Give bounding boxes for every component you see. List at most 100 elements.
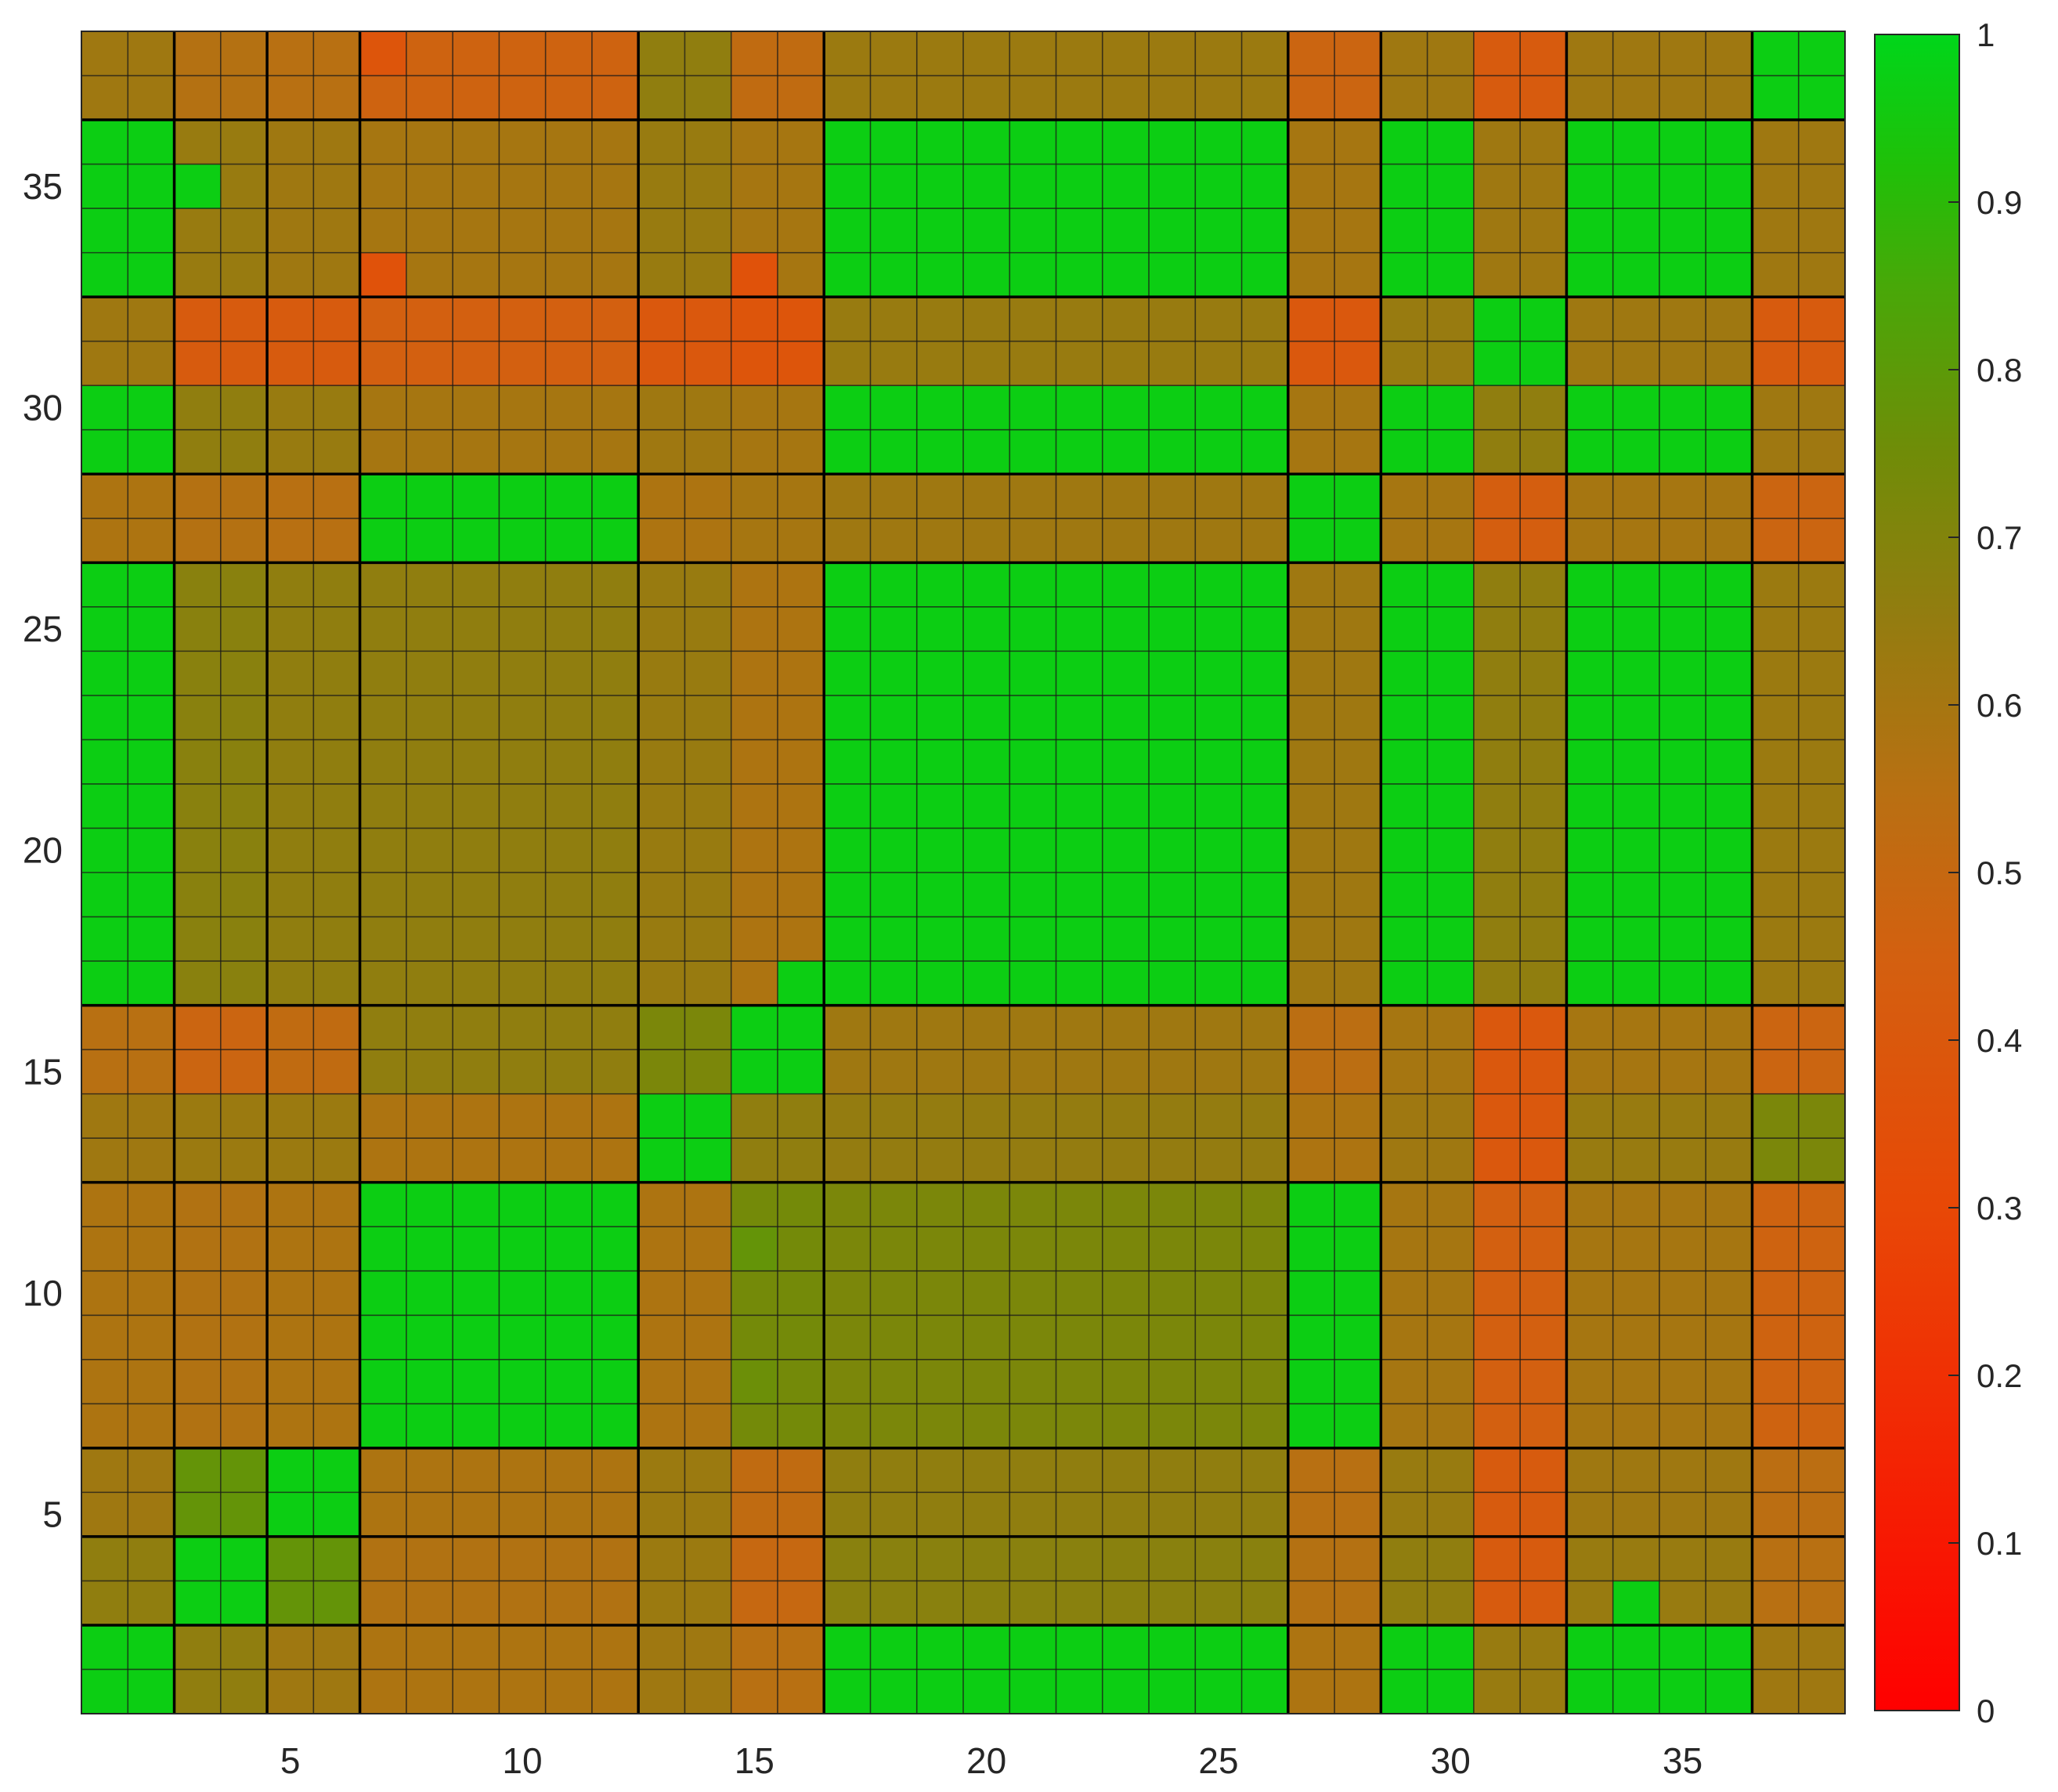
heatmap-cell [963,1182,1010,1227]
heatmap-cell [1798,341,1846,386]
heatmap-cell [359,651,407,696]
heatmap-cell [453,873,500,918]
heatmap-cell [963,562,1010,608]
heatmap-cell [406,651,453,696]
heatmap-cell [1009,120,1057,165]
heatmap-cell [1798,1492,1846,1537]
x-tick-label: 30 [1431,1740,1471,1781]
heatmap-cell [453,1447,500,1493]
heatmap-cell [1195,695,1243,740]
heatmap-cell [1195,385,1243,431]
heatmap-cell [1241,828,1289,873]
heatmap-cell [128,1536,175,1581]
heatmap-cell [1334,208,1381,254]
heatmap-cell [824,1581,871,1626]
heatmap-cell [1241,1315,1289,1360]
heatmap-cell [1798,695,1846,740]
heatmap-cell [916,385,964,431]
heatmap-cell [545,1227,593,1272]
heatmap-cell [128,695,175,740]
heatmap-cell [1798,1447,1846,1493]
heatmap-cell [1381,252,1428,298]
heatmap-cell [1009,1581,1057,1626]
heatmap-cell [128,739,175,785]
heatmap-cell [824,961,871,1006]
heatmap-cell [1659,31,1706,77]
heatmap-cell [1102,252,1150,298]
heatmap-cell [453,739,500,785]
heatmap-cell [591,961,639,1006]
heatmap-cell [545,1005,593,1050]
heatmap-cell [1102,1492,1150,1537]
heatmap-cell [1149,518,1196,563]
heatmap-cell [963,474,1010,519]
heatmap-cell [1520,828,1567,873]
heatmap-cell [406,31,453,77]
heatmap-cell [1473,916,1521,962]
heatmap-cell [1520,120,1567,165]
heatmap-cell [1102,1005,1150,1050]
heatmap-cell [406,1624,453,1670]
heatmap-cell [1334,828,1381,873]
heatmap-cell [220,562,268,608]
heatmap-cell [1473,252,1521,298]
heatmap-cell [1427,783,1475,829]
heatmap-cell [1706,31,1753,77]
heatmap-cell [267,1093,314,1139]
heatmap-cell [1659,1447,1706,1493]
heatmap-cell [1149,695,1196,740]
heatmap-cell [313,164,361,209]
heatmap-cell [916,651,964,696]
heatmap-cell [638,1669,685,1714]
heatmap-cell [731,1536,778,1581]
heatmap-cell [406,873,453,918]
heatmap-cell [1102,562,1150,608]
heatmap-cell [916,739,964,785]
heatmap-cell [1798,606,1846,652]
heatmap-cell [1659,606,1706,652]
heatmap-cell [824,385,871,431]
heatmap-cell [1612,1669,1660,1714]
heatmap-cell [453,1093,500,1139]
heatmap-cell [824,1492,871,1537]
heatmap-cell [1381,1624,1428,1670]
heatmap-cell [1566,120,1614,165]
heatmap-cell [1473,1581,1521,1626]
heatmap-cell [1752,341,1800,386]
heatmap-cell [1334,1492,1381,1537]
heatmap-cell [1056,916,1103,962]
heatmap-cell [1427,916,1475,962]
heatmap-cell [1566,31,1614,77]
heatmap-cell [1520,1404,1567,1449]
heatmap-cell [220,1581,268,1626]
heatmap-cell [499,341,547,386]
heatmap-cell [1566,606,1614,652]
heatmap-cell [1102,828,1150,873]
heatmap-cell [870,208,918,254]
heatmap-cell [1659,1005,1706,1050]
heatmap-cell [1056,120,1103,165]
heatmap-cell [128,783,175,829]
heatmap-cell [1752,164,1800,209]
heatmap-cell [1009,1227,1057,1272]
heatmap-cell [1566,1093,1614,1139]
heatmap-cell [731,1050,778,1095]
heatmap-cell [220,1182,268,1227]
heatmap-cell [638,739,685,785]
heatmap-cell [916,1315,964,1360]
heatmap-cell [824,1359,871,1404]
heatmap-cell [174,739,222,785]
heatmap-cell [1706,828,1753,873]
heatmap-cell [684,1182,732,1227]
heatmap-cell [1520,341,1567,386]
heatmap-cell [1566,1624,1614,1670]
heatmap-cell [1473,1359,1521,1404]
heatmap-cell [220,1624,268,1670]
heatmap-cell [1381,1270,1428,1316]
heatmap-cell [591,1227,639,1272]
heatmap-cell [916,873,964,918]
heatmap-cell [870,164,918,209]
heatmap-cell [1798,562,1846,608]
heatmap-cell [824,297,871,342]
heatmap-cell [1706,1581,1753,1626]
